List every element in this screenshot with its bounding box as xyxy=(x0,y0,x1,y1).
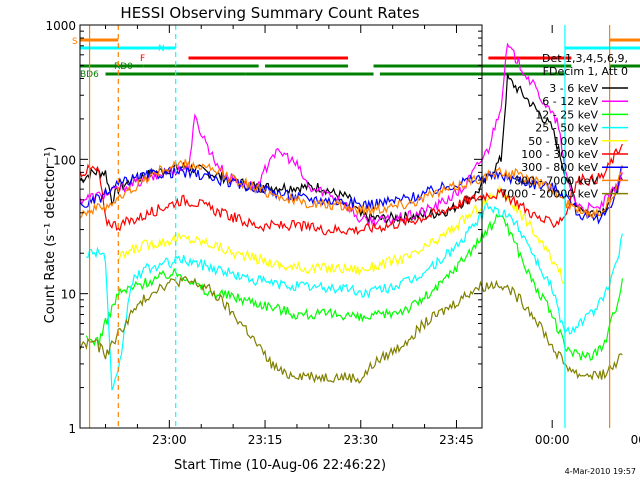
y-tick-label: 1 xyxy=(68,422,76,436)
series-line-100-300-kev xyxy=(79,143,623,236)
series-line-50-100-kev xyxy=(117,184,566,285)
flag-label-n: N xyxy=(158,44,165,54)
series-line-12-25-kev xyxy=(85,213,623,361)
legend-entry-label: 50 - 100 keV xyxy=(528,135,598,148)
x-tick-label: 23:15 xyxy=(248,433,283,447)
legend-entry-label: 300 - 800 keV xyxy=(521,161,598,174)
legend-entry-label: 100 - 300 keV xyxy=(521,148,598,161)
series-line-300-800-kev xyxy=(79,165,623,225)
x-tick-label: 00:00 xyxy=(535,433,570,447)
series-lines xyxy=(79,42,623,391)
flag-label-rd0: RD0 xyxy=(114,62,133,72)
x-tick-label: 23:00 xyxy=(152,433,187,447)
legend-header: Det 1,3,4,5,6,9, xyxy=(542,52,628,65)
x-tick-label: 23:30 xyxy=(343,433,378,447)
legend-entry-label: 25 - 50 keV xyxy=(535,122,598,135)
series-line-25-50-kev xyxy=(86,201,623,391)
series-line-7000-20000-kev xyxy=(79,275,623,384)
x-axis-label: Start Time (10-Aug-06 22:46:22) xyxy=(174,458,386,473)
legend-entry-label: 12 - 25 keV xyxy=(535,108,598,121)
plot-frame xyxy=(79,24,483,429)
legend-entry-label: 3 - 6 keV xyxy=(549,82,598,95)
x-tick-label: 00:15 xyxy=(631,433,640,447)
axes: 23:00 23:15 23:30 23:45 00:00 00:15 1 10 100 1000 xyxy=(45,19,640,447)
legend-header: FDecim 1, Att 0 xyxy=(543,65,628,78)
chart-title: HESSI Observing Summary Count Rates xyxy=(120,4,419,22)
flag-label-f: F xyxy=(140,54,145,64)
flag-label-s: S xyxy=(72,37,78,47)
vertical-markers xyxy=(88,25,611,428)
y-tick-label: 100 xyxy=(53,153,76,167)
y-tick-label: 1000 xyxy=(45,19,76,33)
y-tick-label: 10 xyxy=(61,288,76,302)
y-axis-label: Count Rate (s⁻¹ detector⁻¹) xyxy=(43,147,58,324)
footer-date: 4-Mar-2010 19:57 xyxy=(565,467,636,476)
legend-entry-label: 800 - 7000 keV xyxy=(514,174,598,187)
legend-entry-label: 7000 - 20000 keV xyxy=(500,188,598,201)
legend-entry-label: 6 - 12 keV xyxy=(542,95,598,108)
legend: Det 1,3,4,5,6,9,FDecim 1, Att 0 3 - 6 keV… xyxy=(500,52,628,201)
x-tick-label: 23:45 xyxy=(439,433,474,447)
flag-bars: SNFRD0BD6 xyxy=(72,37,640,80)
series-line-800-7000-kev xyxy=(79,159,623,220)
